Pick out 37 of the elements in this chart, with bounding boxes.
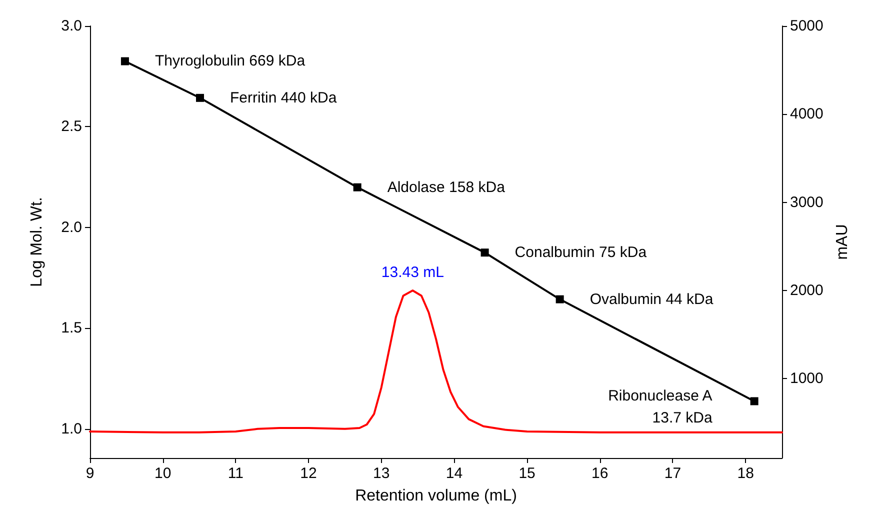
annotation: Ferritin 440 kDa [230,89,338,106]
point [120,57,129,66]
y-axis-title: Log Mol. Wt. [28,197,46,287]
point [196,94,204,102]
annotation: Aldolase 158 kDa [387,178,506,196]
x-tick-label: 11 [228,465,244,482]
x-tick-label: 9 [86,465,94,482]
y-tick-label: 1.5 [61,320,82,337]
annotation: 13.43 mL [381,264,444,281]
y2-tick-label: 5000 [790,18,824,34]
line-series [89,289,783,434]
y-tick-label: 1.0 [61,420,82,438]
y-tick-label: 3.0 [61,18,82,34]
x-tick-label: 10 [154,465,172,482]
y2-tick-label: 1000 [790,370,824,388]
x-tick-label: 16 [592,465,608,482]
y-tick-label: 2.5 [61,118,82,136]
point [480,248,489,257]
point [556,295,564,304]
x-tick-label: 15 [518,465,536,482]
y2-tick-label: 4000 [790,106,824,123]
point [353,183,362,192]
x-axis-title: Retention volume (mL) [355,488,517,504]
y2-axis-title: mAU [834,224,851,260]
y2-tick-label: 2000 [790,282,824,299]
x-tick-label: 12 [300,465,317,482]
x-tick-label: 18 [737,465,754,482]
annotation: Thyroglobulin 669 kDa [154,52,306,70]
annotation: Conalbumin 75 kDa [514,244,648,262]
annotation: Ribonuclease A 13.7 kDa [608,388,713,427]
x-tick-label: 14 [446,465,463,482]
annotation: Ovalbumin 44 kDa [590,290,714,308]
y-tick-label: 2.0 [61,218,82,236]
x-tick-label: 13 [373,465,390,482]
point [750,397,758,406]
y2-tick-label: 3000 [790,194,824,211]
x-tick-label: 17 [664,465,682,482]
